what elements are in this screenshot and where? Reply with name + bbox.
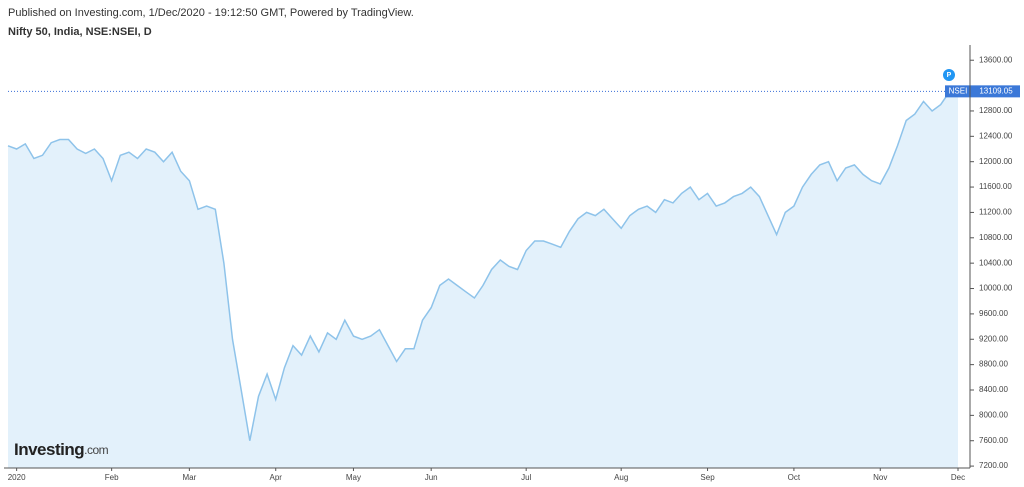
y-tick-label: 12400.00 xyxy=(979,131,1013,140)
logo-suffix: .com xyxy=(84,443,109,457)
x-tick-label: Aug xyxy=(614,473,628,482)
logo: Investing.com xyxy=(14,440,109,459)
x-tick-label: Feb xyxy=(105,473,119,482)
y-tick-label: 7600.00 xyxy=(979,436,1008,445)
y-tick-label: 8800.00 xyxy=(979,360,1008,369)
header: Published on Investing.com, 1/Dec/2020 -… xyxy=(8,7,414,19)
y-tick-label: 13600.00 xyxy=(979,55,1013,64)
marker-label: P xyxy=(947,72,952,79)
y-tick-label: 10400.00 xyxy=(979,258,1013,267)
y-tick-label: 12000.00 xyxy=(979,157,1013,166)
logo-name: Investing xyxy=(14,440,84,459)
y-tick-label: 12800.00 xyxy=(979,106,1013,115)
marker-badge xyxy=(943,69,955,81)
y-tick-label: 11600.00 xyxy=(979,182,1012,191)
y-tick-label: 7200.00 xyxy=(979,461,1008,470)
x-tick-label: Oct xyxy=(788,473,801,482)
x-tick-label: Jun xyxy=(425,473,438,482)
x-tick-label: May xyxy=(346,473,361,482)
y-tick-label: 8000.00 xyxy=(979,410,1008,419)
y-tick-label: 10800.00 xyxy=(979,233,1013,242)
y-tick-label: 9600.00 xyxy=(979,309,1008,318)
x-tick-label: Mar xyxy=(182,473,196,482)
series-tag-label: NSEI xyxy=(949,86,968,95)
y-tick-label: 11200.00 xyxy=(979,208,1012,217)
line xyxy=(7,90,959,441)
x-tick-label: 2020 xyxy=(8,473,26,482)
area-fill xyxy=(8,91,958,469)
last-value-box xyxy=(972,85,1020,98)
x-tick-label: Jul xyxy=(521,473,531,482)
y-tick-label: 8400.00 xyxy=(979,385,1008,394)
last-value-label: 13109.05 xyxy=(979,86,1013,95)
chart-title: Nifty 50, India, NSE:NSEI, D xyxy=(8,26,152,38)
x-tick-label: Dec xyxy=(951,473,965,482)
x-tick-label: Apr xyxy=(270,473,283,482)
x-tick-label: Sep xyxy=(700,473,715,482)
x-tick-label: Nov xyxy=(873,473,887,482)
y-tick-label: 10000.00 xyxy=(979,284,1013,293)
series-tag xyxy=(945,85,972,98)
y-tick-label: 9200.00 xyxy=(979,334,1008,343)
